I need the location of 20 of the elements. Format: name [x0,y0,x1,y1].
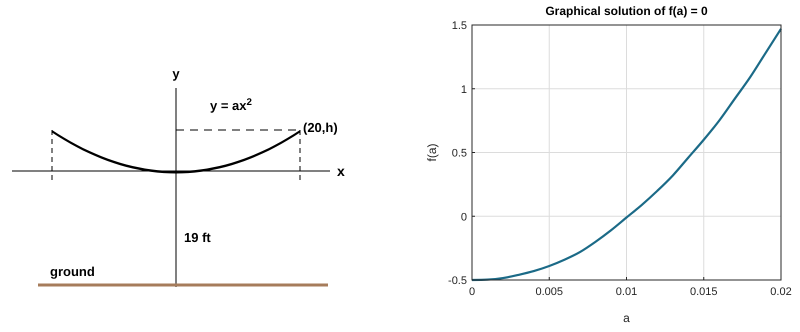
x-tick-label: 0.02 [770,286,792,298]
x-tick-label: 0.005 [535,286,564,298]
y-tick-label: 1 [460,84,467,96]
y-tick-label: 1.5 [452,20,467,32]
x-tick-label: 0.01 [616,286,638,298]
text: (20,h) [303,120,338,135]
x-axis-title: a [623,311,630,325]
text: y = ax$^{2}$ [210,96,253,113]
x-tick-label: 0 [468,286,476,298]
line-series [470,28,782,282]
y-tick-label: 0.5 [452,148,467,160]
y-tick-label: -0.5 [448,275,467,287]
text: y [172,66,180,81]
text: ground [50,264,95,279]
text: 19 ft [184,230,212,245]
y-axis-title: f(a) [425,143,439,162]
text: x [337,163,345,179]
x-tick-label: 0.015 [690,286,718,298]
y-tick-label: 0 [460,211,467,224]
chart-title: Graphical solution of f(a) = 0 [545,4,708,18]
